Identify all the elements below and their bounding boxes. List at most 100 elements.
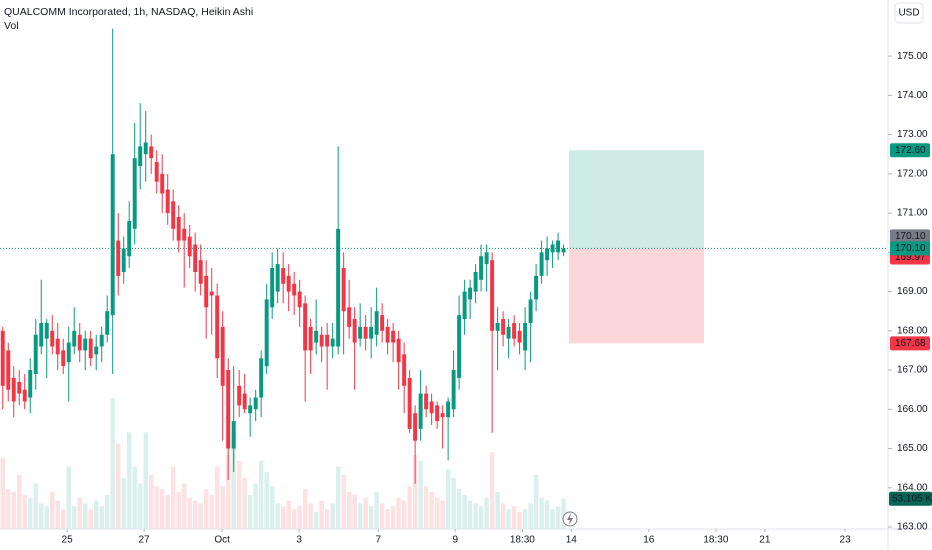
- x-tick-label: 18:30: [703, 535, 728, 546]
- volume-bar: [39, 503, 44, 529]
- volume-bar: [55, 500, 60, 529]
- candle-body: [341, 268, 346, 312]
- candle-body: [534, 275, 539, 300]
- volume-bar: [236, 460, 242, 529]
- price-label-bg: [890, 229, 930, 244]
- volume-bar: [160, 489, 165, 529]
- replay-icon[interactable]: [562, 511, 578, 527]
- volume-bar: [22, 494, 27, 529]
- volume-bar: [269, 486, 275, 529]
- volume-bar: [456, 489, 462, 529]
- volume-bar: [176, 492, 181, 529]
- volume-bar: [489, 452, 495, 529]
- y-tick-label: 171.00: [897, 208, 928, 219]
- candle-body: [528, 299, 533, 323]
- candle-body: [517, 330, 522, 343]
- x-tick-label: 18:30: [510, 535, 535, 546]
- candle-body: [484, 252, 489, 265]
- candle-body: [6, 350, 11, 390]
- volume-bar: [280, 506, 286, 529]
- volume-bar: [33, 483, 38, 529]
- candle-body: [457, 315, 462, 378]
- volume-bar: [138, 483, 143, 529]
- candle-body: [248, 405, 253, 414]
- volume-bar: [297, 506, 302, 529]
- volume-bar: [434, 497, 440, 529]
- volume-bar: [385, 509, 390, 529]
- candle-body: [523, 322, 528, 351]
- volume-bar: [50, 492, 55, 529]
- volume-bar: [390, 506, 396, 529]
- volume-bar: [313, 511, 319, 529]
- candle-body: [303, 303, 308, 351]
- candle-body: [363, 326, 368, 339]
- volume-bar: [522, 509, 528, 529]
- volume-bar: [451, 477, 456, 529]
- volume-bar: [544, 500, 550, 529]
- x-tick-label: 7: [376, 535, 382, 546]
- candle-body: [374, 311, 379, 335]
- candle-body: [413, 413, 418, 441]
- currency-button[interactable]: [894, 2, 924, 24]
- volume-bar: [429, 492, 434, 529]
- candle-body: [39, 322, 44, 347]
- volume-bar: [253, 483, 258, 529]
- candle-body: [391, 330, 396, 343]
- volume-bar: [286, 500, 291, 529]
- stop-price-label-bg: [890, 336, 930, 351]
- volume-bar: [165, 494, 170, 529]
- candle-body: [154, 162, 159, 182]
- candle-body: [143, 142, 148, 155]
- x-tick-label: 9: [452, 535, 458, 546]
- candle-body: [0, 330, 5, 386]
- volume-bar: [181, 483, 187, 529]
- candle-body: [209, 291, 214, 296]
- volume-bar: [319, 500, 324, 529]
- y-tick-label: 169.00: [897, 286, 928, 297]
- candle-body: [22, 389, 27, 402]
- candle-body: [116, 240, 121, 276]
- x-tick-label: 16: [643, 535, 655, 546]
- candle-body: [473, 271, 478, 292]
- candle-body: [17, 381, 22, 394]
- candle-body: [66, 342, 71, 363]
- target-price-label-bg: [890, 143, 930, 158]
- volume-bar: [511, 506, 517, 529]
- candle-body: [242, 393, 247, 410]
- target-price-label: 172.60: [895, 145, 926, 156]
- volume-bar: [533, 474, 539, 529]
- candle-body: [83, 338, 88, 351]
- candle-body: [385, 326, 390, 343]
- volume-title: Vol: [4, 20, 19, 32]
- candle-body: [215, 295, 220, 359]
- volume-bar: [28, 497, 33, 529]
- volume-bar: [121, 477, 126, 529]
- candle-body: [193, 244, 198, 272]
- candle-body: [264, 299, 269, 367]
- candle-body: [286, 275, 291, 292]
- volume-bar: [99, 506, 104, 529]
- candle-body: [490, 260, 495, 331]
- x-tick-label: 27: [138, 535, 150, 546]
- volume-bar: [396, 497, 401, 529]
- candle-body: [171, 201, 176, 229]
- candle-body: [292, 283, 297, 296]
- volume-bar: [407, 486, 412, 529]
- volume-bar: [127, 432, 132, 529]
- candle-body: [396, 338, 401, 363]
- candle-body: [314, 330, 319, 343]
- y-tick-label: 174.00: [897, 90, 928, 101]
- candle-body: [506, 326, 511, 339]
- candle-body: [435, 405, 440, 422]
- currency[interactable]: USD: [898, 8, 919, 19]
- candle-body: [270, 268, 275, 308]
- candle-body: [99, 334, 104, 347]
- candle-body: [281, 268, 286, 284]
- stop-zone: [569, 248, 704, 344]
- volume-bar: [132, 466, 137, 529]
- chart-title: QUALCOMM Incorporated, 1h, NASDAQ, Heiki…: [4, 6, 253, 18]
- candle-body: [446, 401, 451, 418]
- volume-bar: [335, 466, 341, 529]
- x-tick-label: 25: [62, 535, 74, 546]
